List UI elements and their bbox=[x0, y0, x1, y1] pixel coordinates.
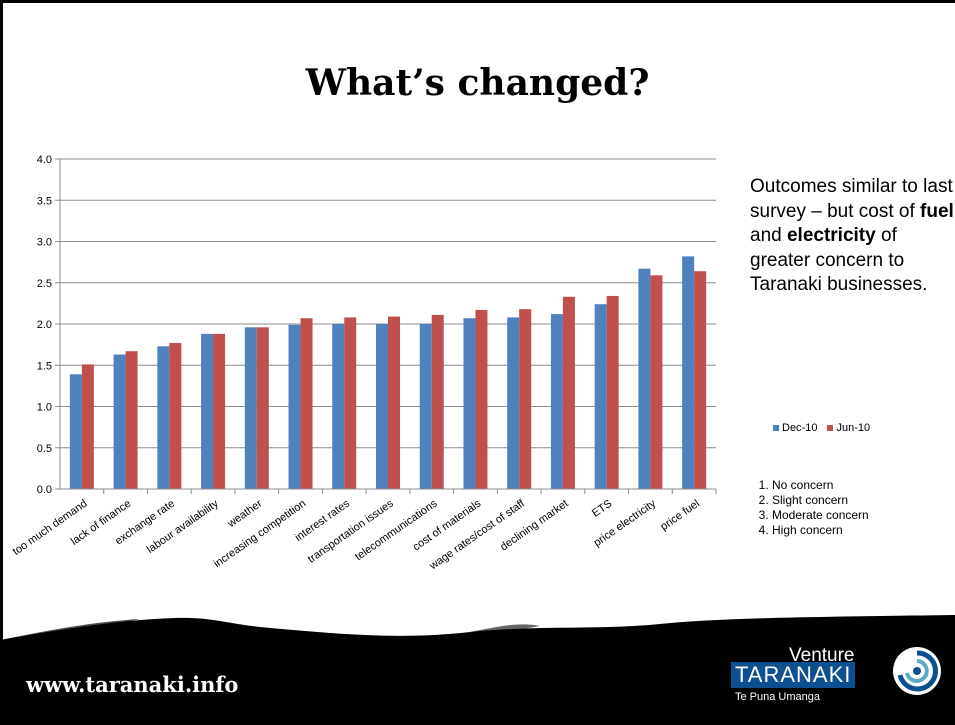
y-tick-label: 4.0 bbox=[37, 154, 52, 166]
commentary-text: Outcomes similar to last survey – but co… bbox=[750, 175, 955, 298]
bar-chart: 0.0 0.5 1.0 1.5 2.0 2.5 3.0 3.5 4.0 too much dem… bbox=[11, 154, 717, 573]
legend-item: Jun-10 bbox=[827, 422, 870, 434]
bar-Jun-10-exchange rate bbox=[169, 342, 182, 489]
legend-swatch bbox=[773, 425, 779, 431]
commentary-fragment: Outcomes similar to last survey – but co… bbox=[750, 176, 953, 222]
bar-Jun-10-cost of materials bbox=[475, 309, 488, 489]
concern-scale-list: No concernSlight concernModerate concern… bbox=[750, 478, 869, 538]
slide-title: What’s changed? bbox=[305, 62, 650, 104]
legend-label: Jun-10 bbox=[836, 422, 871, 434]
slide-border-top bbox=[0, 0, 955, 3]
x-tick-label: labour availability bbox=[145, 497, 221, 556]
bar-Dec-10-too much demand bbox=[69, 374, 82, 489]
bar-Dec-10-telecommunications bbox=[419, 324, 432, 489]
bar-Jun-10-weather bbox=[256, 327, 269, 489]
scale-item: Moderate concern bbox=[772, 508, 869, 523]
bar-Jun-10-too much demand bbox=[81, 364, 94, 489]
bar-Dec-10-exchange rate bbox=[157, 346, 170, 489]
bar-Dec-10-increasing competition bbox=[288, 324, 301, 489]
bar-Jun-10-transportation issues bbox=[388, 316, 400, 489]
bar-Jun-10-telecommunications bbox=[431, 314, 444, 489]
logo-venture-text: Venture bbox=[789, 645, 855, 666]
swirl-icon bbox=[893, 647, 941, 695]
commentary-fragment: of greater concern to Taranaki businesse… bbox=[750, 225, 928, 295]
bar-Dec-10-price fuel bbox=[682, 256, 695, 489]
bar-Jun-10-ETS bbox=[606, 295, 619, 489]
bar-Dec-10-price electricity bbox=[638, 268, 651, 489]
bar-group bbox=[69, 256, 707, 489]
emphasis-text: electricity bbox=[786, 225, 876, 246]
y-tick-label: 0.0 bbox=[37, 484, 52, 496]
bar-Jun-10-price electricity bbox=[650, 275, 663, 489]
y-tick-labels: 0.0 0.5 1.0 1.5 2.0 2.5 3.0 3.5 4.0 bbox=[37, 154, 52, 496]
bar-Dec-10-interest rates bbox=[332, 324, 345, 489]
bar-Jun-10-price fuel bbox=[694, 271, 707, 489]
scale-item: High concern bbox=[772, 523, 869, 538]
bar-Dec-10-labour availability bbox=[201, 333, 214, 489]
bar-Dec-10-declining market bbox=[550, 314, 563, 489]
y-tick-label: 2.0 bbox=[37, 319, 52, 331]
bar-Jun-10-lack of finance bbox=[125, 351, 138, 489]
bar-Dec-10-lack of finance bbox=[113, 354, 126, 489]
scale-item: Slight concern bbox=[772, 493, 869, 508]
bar-Jun-10-interest rates bbox=[344, 317, 357, 489]
slide-border-left bbox=[0, 0, 3, 725]
y-tick-label: 0.5 bbox=[37, 443, 52, 455]
venture-taranaki-logo: Venture TARANAKI Te Puna Umanga bbox=[723, 643, 948, 713]
y-tick-label: 2.5 bbox=[37, 278, 52, 290]
x-tick-label: price fuel bbox=[658, 498, 701, 533]
y-tick-label: 3.5 bbox=[37, 195, 52, 207]
y-tick-label: 1.0 bbox=[37, 402, 52, 414]
legend-item: Dec-10 bbox=[773, 422, 817, 434]
bar-Jun-10-increasing competition bbox=[300, 318, 313, 489]
y-tick-label: 1.5 bbox=[37, 360, 52, 372]
commentary-fragment: and bbox=[750, 225, 787, 246]
chart-legend: Dec-10 Jun-10 bbox=[773, 422, 880, 434]
bar-Dec-10-weather bbox=[244, 327, 257, 489]
y-tick-label: 3.0 bbox=[37, 237, 52, 249]
bar-Jun-10-labour availability bbox=[213, 333, 226, 489]
bar-Dec-10-cost of materials bbox=[463, 318, 476, 489]
x-tick-label: telecommunications bbox=[353, 497, 440, 563]
bar-Dec-10-transportation issues bbox=[376, 324, 388, 489]
bar-Dec-10-ETS bbox=[594, 304, 607, 489]
x-tick-label: ETS bbox=[590, 498, 614, 520]
logo-subtitle-text: Te Puna Umanga bbox=[735, 691, 820, 703]
x-tick-label: weather bbox=[225, 497, 265, 530]
emphasis-text: fuel bbox=[920, 200, 954, 222]
bar-Jun-10-wage rates/cost of staff bbox=[519, 309, 532, 489]
footer-url: www.taranaki.info bbox=[26, 672, 239, 697]
legend-label: Dec-10 bbox=[782, 422, 818, 434]
legend-swatch bbox=[827, 425, 834, 431]
logo-taranaki-text: TARANAKI bbox=[731, 662, 856, 688]
bar-Dec-10-wage rates/cost of staff bbox=[507, 317, 520, 489]
x-tick-label: too much demand bbox=[11, 498, 90, 558]
axes bbox=[59, 159, 717, 494]
bar-Jun-10-declining market bbox=[562, 296, 575, 489]
scale-item: No concern bbox=[772, 478, 869, 493]
